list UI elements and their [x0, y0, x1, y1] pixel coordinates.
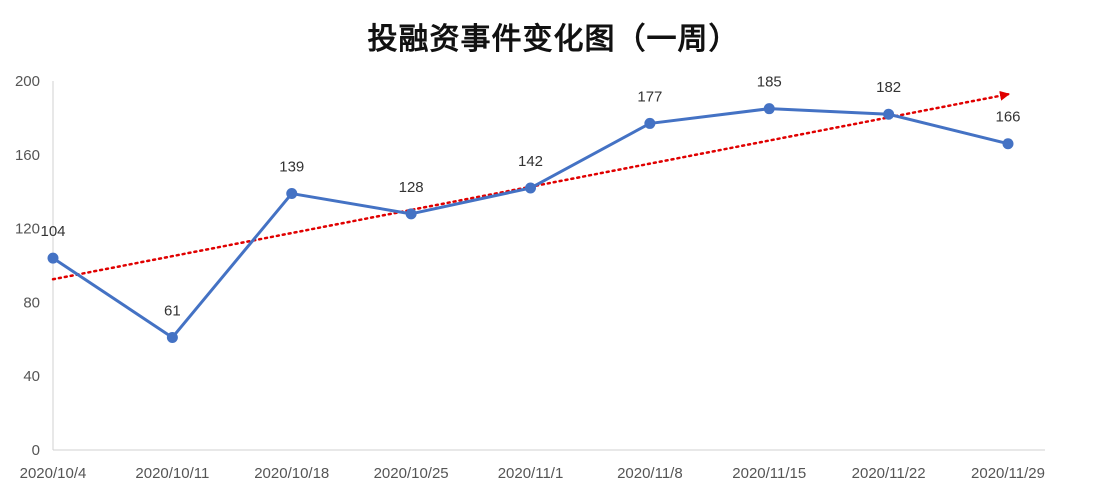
- data-label-layer: 104 61 139 128 142 177 185 182 166: [40, 74, 1020, 320]
- data-point: [1002, 138, 1014, 150]
- data-label: 177: [637, 88, 662, 105]
- data-point: [286, 188, 298, 200]
- x-tick-label: 2020/10/11: [135, 465, 209, 482]
- x-tick-label: 2020/11/15: [732, 465, 806, 482]
- y-tick-label: 160: [15, 147, 40, 164]
- axes: 0 40 80 120 160 200 2020/10/4 2020/10/11 2020/10…: [15, 73, 1045, 482]
- data-point: [644, 117, 656, 129]
- y-tick-label: 200: [15, 73, 40, 90]
- data-point: [763, 103, 775, 115]
- y-tick-label: 40: [23, 368, 40, 385]
- data-point: [405, 208, 417, 220]
- data-point: [883, 108, 895, 120]
- x-tick-label: 2020/10/25: [374, 465, 449, 482]
- data-point: [47, 252, 59, 264]
- x-tick-label: 2020/10/4: [20, 465, 87, 482]
- data-label: 185: [757, 74, 782, 91]
- data-label: 182: [876, 79, 901, 96]
- data-label: 128: [399, 179, 424, 196]
- data-label: 139: [279, 159, 304, 176]
- series-line: [52, 107, 1009, 339]
- data-point: [525, 182, 536, 194]
- data-label: 142: [518, 153, 543, 170]
- y-tick-label: 120: [15, 221, 40, 238]
- x-tick-label: 2020/11/29: [971, 465, 1045, 482]
- data-point: [166, 331, 178, 343]
- data-label: 61: [164, 302, 181, 319]
- y-tick-label: 0: [32, 442, 40, 459]
- series-layer: [47, 103, 1014, 343]
- x-tick-label: 2020/11/8: [617, 465, 683, 482]
- data-label: 166: [995, 109, 1020, 126]
- x-tick-label: 2020/11/1: [498, 465, 564, 482]
- data-label: 104: [40, 223, 65, 240]
- x-tick-label: 2020/11/22: [852, 465, 926, 482]
- chart-title: 投融资事件变化图（一周）: [367, 22, 740, 57]
- x-tick-label: 2020/10/18: [254, 465, 329, 482]
- y-tick-label: 80: [23, 294, 40, 311]
